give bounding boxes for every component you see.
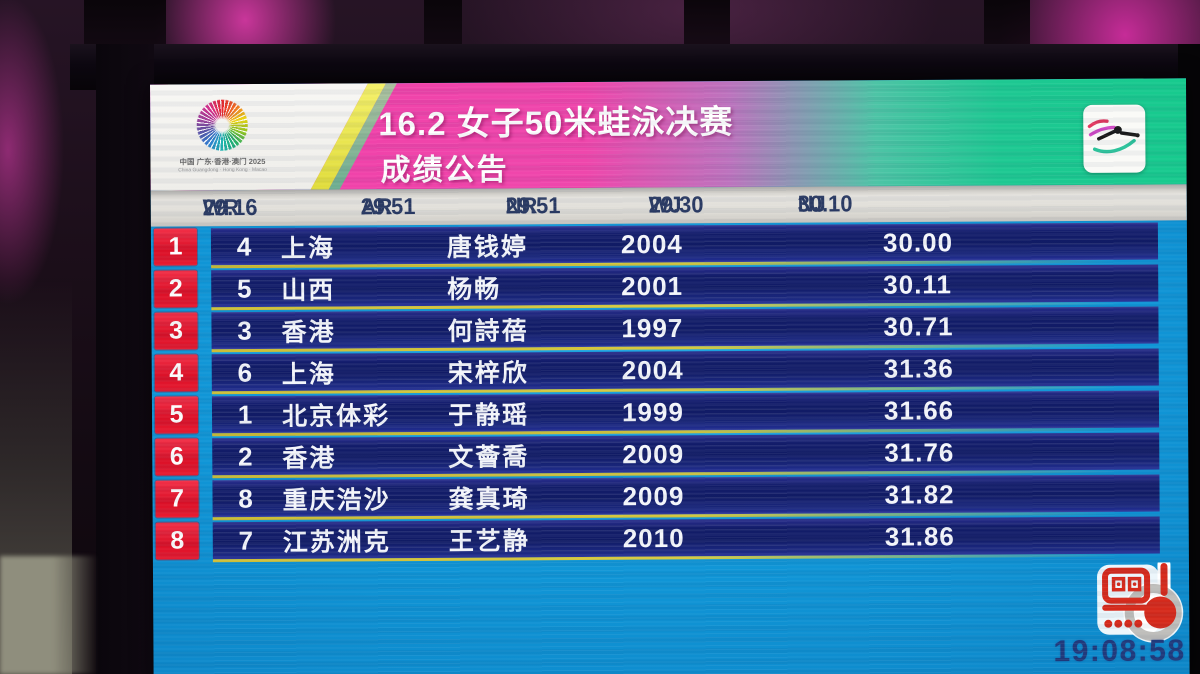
scoreboard-header: 中国 广东·香港·澳门 2025 China Guangdong · Hong … — [150, 78, 1187, 191]
lane-number: 8 — [238, 483, 253, 514]
lane-number: 1 — [237, 399, 253, 430]
athlete-name: 杨畅 — [447, 274, 502, 304]
birth-year: 1999 — [621, 396, 684, 427]
games-logo-subtext: China Guangdong · Hong Kong · Macao — [178, 167, 267, 174]
lane-number: 4 — [236, 231, 252, 262]
athlete-name: 龚真琦 — [448, 484, 530, 514]
result-time: 31.76 — [884, 436, 955, 468]
birth-year: 2001 — [621, 270, 684, 301]
sport-pictogram-box — [1083, 104, 1146, 173]
result-time: 30.11 — [883, 268, 952, 300]
table-row: 8 7 江苏洲克 王艺静 2010 31.86 — [153, 516, 1189, 563]
team-name: 北京体彩 — [281, 401, 391, 431]
athlete-name: 宋梓欣 — [447, 358, 529, 388]
record-value: 29.16 — [202, 193, 258, 221]
record-value: 30.10 — [797, 190, 853, 217]
swimming-pictogram-icon — [1087, 119, 1140, 154]
rank-badge: 1 — [153, 228, 198, 266]
clock: 19:08:58 — [1053, 634, 1186, 669]
birth-year: 2009 — [622, 480, 685, 511]
team-name: 山西 — [281, 276, 336, 305]
result-bar: 6 上海 宋梓欣 2004 31.36 — [211, 348, 1159, 392]
rank-badge: 6 — [155, 438, 199, 476]
games-logo: 中国 广东·香港·澳门 2025 China Guangdong · Hong … — [158, 96, 287, 187]
table-row: 5 1 北京体彩 于静瑶 1999 31.66 — [152, 390, 1188, 437]
athlete-name: 何詩蓓 — [447, 316, 529, 346]
lane-number: 3 — [237, 315, 252, 346]
birth-year: 2010 — [622, 522, 685, 553]
result-time: 31.82 — [884, 478, 955, 510]
black-dot-media-logo-icon — [1097, 562, 1184, 643]
team-name: 江苏洲克 — [282, 527, 391, 557]
result-bar: 5 山西 杨畅 2001 30.11 — [211, 264, 1159, 308]
lane-number: 7 — [238, 525, 254, 556]
table-row: 7 8 重庆浩沙 龚真琦 2009 31.82 — [152, 474, 1188, 521]
table-row: 4 6 上海 宋梓欣 2004 31.36 — [152, 348, 1188, 395]
record-value: 29.30 — [648, 191, 704, 218]
birth-year: 2004 — [620, 228, 683, 259]
result-bar: 2 香港 文薈喬 2009 31.76 — [212, 432, 1160, 476]
birth-year: 1997 — [621, 312, 684, 343]
birth-year: 2004 — [621, 354, 684, 385]
rank-badge: 2 — [154, 270, 198, 308]
result-bar: 4 上海 唐钱婷 2004 30.00 — [210, 222, 1159, 266]
rank-badge: 8 — [155, 522, 199, 560]
records-bar: WR 29.16 AR 29.51 NR 29.51 WJ 29.30 NJ 3… — [150, 184, 1187, 227]
result-bar: 8 重庆浩沙 龚真琦 2009 31.82 — [212, 474, 1160, 518]
team-name: 香港 — [281, 318, 336, 347]
athlete-name: 王艺静 — [448, 526, 530, 556]
team-name: 重庆浩沙 — [282, 485, 391, 515]
table-row: 2 5 山西 杨畅 2001 30.11 — [151, 264, 1187, 311]
result-bar: 3 香港 何詩蓓 1997 30.71 — [211, 306, 1159, 350]
team-name: 上海 — [280, 234, 336, 263]
athlete-name: 于静瑶 — [447, 400, 530, 430]
result-time: 30.00 — [882, 226, 954, 258]
result-bar: 7 江苏洲克 王艺静 2010 31.86 — [212, 516, 1160, 560]
birth-year: 2009 — [622, 438, 685, 469]
athlete-name: 唐钱婷 — [446, 232, 529, 262]
scoreboard-screen: 中国 广东·香港·澳门 2025 China Guangdong · Hong … — [150, 78, 1190, 674]
lane-number: 2 — [237, 441, 253, 472]
event-title: 16.2 女子50米蛙泳决赛 — [378, 103, 734, 143]
lane-number: 5 — [236, 273, 252, 304]
record-value: 29.51 — [505, 192, 561, 219]
result-time: 31.86 — [884, 520, 955, 552]
team-name: 上海 — [281, 360, 336, 389]
games-logo-text: 中国 广东·香港·澳门 2025 — [179, 156, 266, 167]
rank-badge: 3 — [154, 312, 198, 350]
table-row: 1 4 上海 唐钱婷 2004 30.00 — [151, 222, 1187, 269]
record-value: 29.51 — [360, 193, 416, 220]
pinwheel-logo-icon — [195, 98, 250, 153]
screen-bezel-left — [96, 44, 154, 674]
result-bar: 1 北京体彩 于静瑶 1999 31.66 — [211, 390, 1160, 434]
broadcaster-watermark — [1091, 562, 1188, 647]
table-row: 3 3 香港 何詩蓓 1997 30.71 — [151, 306, 1187, 353]
rank-badge: 4 — [154, 354, 198, 392]
result-time: 30.71 — [883, 310, 954, 342]
rank-badge: 5 — [154, 396, 199, 434]
table-row: 6 2 香港 文薈喬 2009 31.76 — [152, 432, 1188, 479]
bulletin-title: 成绩公告 — [380, 153, 509, 188]
result-time: 31.66 — [883, 394, 955, 426]
rank-badge: 7 — [155, 480, 199, 518]
lane-number: 6 — [237, 357, 253, 388]
team-name: 香港 — [282, 444, 337, 473]
venue-floor — [0, 556, 96, 674]
result-time: 31.36 — [883, 352, 954, 384]
athlete-name: 文薈喬 — [448, 442, 530, 472]
